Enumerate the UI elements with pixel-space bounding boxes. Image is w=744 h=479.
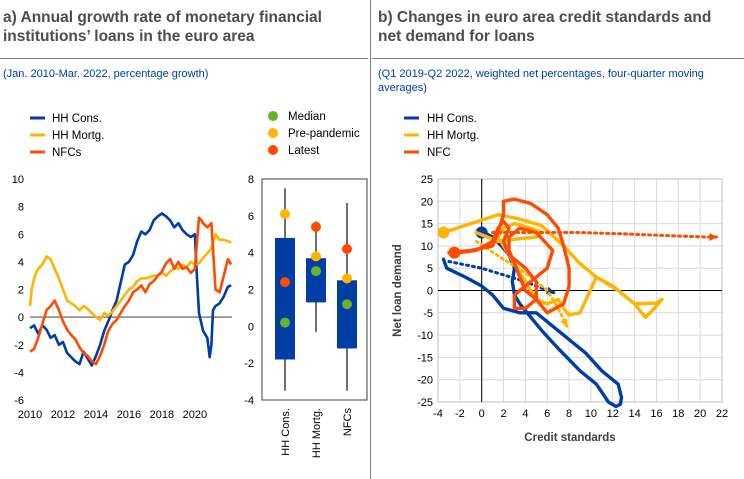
box-category-label: NFCs: [342, 408, 354, 437]
scatter-y-tick: 25: [421, 174, 433, 186]
scatter-x-tick: 20: [694, 408, 706, 420]
box-plot-y-tick: 0: [248, 321, 254, 333]
line-chart-x-tick: 2010: [18, 409, 42, 421]
box-legend-marker: [268, 128, 278, 138]
panel-b-divider: [372, 58, 744, 59]
scatter-x-tick: 4: [522, 408, 528, 420]
line-chart-y-tick: 10: [12, 174, 24, 186]
scatter-y-tick: 10: [421, 241, 433, 253]
line-chart-y-tick: 8: [18, 202, 24, 214]
panel-b-title-line2: net demand for loans: [378, 28, 535, 45]
scatter-y-tick: -15: [417, 352, 433, 364]
scatter-x-tick: 10: [585, 408, 597, 420]
line-chart-y-tick: -4: [14, 367, 24, 379]
scatter-x-tick: 14: [628, 408, 640, 420]
line-chart-x-tick: 2018: [150, 409, 174, 421]
box-plot-frame: [261, 178, 368, 401]
scatter-trend-arrow-hh-cons-: [447, 260, 556, 295]
panel-b-subtitle-line2: averages): [378, 82, 427, 94]
panel-a-subtitle: (Jan. 2010-Mar. 2022, percentage growth): [3, 68, 209, 80]
scatter-x-tick: -2: [455, 408, 465, 420]
line-series-nfcs: [29, 216, 233, 366]
panel-b-subtitle-line1: (Q1 2019-Q2 2022, weighted net percentag…: [378, 68, 704, 80]
scatter-x-tick: 6: [544, 408, 550, 420]
line-legend-label: HH Mortg.: [52, 130, 104, 142]
box-body: [275, 237, 295, 360]
panel-a-title-line2: institutions’ loans in the euro area: [3, 28, 255, 45]
box-plot-y-tick: -4: [244, 395, 254, 407]
box-plot-y-tick: -2: [244, 358, 254, 370]
line-chart-x-tick: 2016: [117, 409, 141, 421]
scatter-y-tick: -20: [417, 375, 433, 387]
scatter-x-tick: -4: [433, 408, 443, 420]
scatter-y-tick: -5: [423, 308, 433, 320]
scatter-y-tick: 5: [427, 263, 433, 275]
panel-a-divider: [0, 58, 368, 59]
scatter-path-hh-mortg-: [441, 213, 664, 319]
scatter-x-tick: 2: [500, 408, 506, 420]
line-chart-x-tick: 2012: [51, 409, 75, 421]
scatter-trend-arrow-nfc: [491, 231, 718, 241]
box-latest-marker: [280, 277, 290, 288]
panel-a-title-line1: a) Annual growth rate of monetary financ…: [3, 9, 322, 26]
scatter-start-marker-hh-mortg-: [437, 226, 450, 239]
scatter-y-tick: 15: [421, 219, 433, 231]
box-body: [306, 258, 326, 303]
box-median-marker: [311, 266, 321, 277]
box-body: [337, 280, 357, 349]
line-legend-label: NFCs: [52, 147, 82, 159]
box-legend-label: Median: [288, 111, 326, 123]
scatter-legend-label: NFC: [427, 147, 451, 159]
box-legend-marker: [268, 145, 278, 155]
line-series-hh-cons-: [29, 212, 232, 367]
box-category-label: HH Cons.: [280, 408, 292, 456]
box-plot-y-tick: 8: [248, 174, 254, 186]
scatter-start-marker-nfc: [448, 246, 461, 259]
scatter-path-nfc: [447, 197, 571, 315]
box-category-label: HH Mortg.: [311, 408, 323, 458]
scatter-y-tick: 0: [427, 286, 433, 298]
line-chart-y-tick: 6: [18, 229, 24, 241]
line-legend-label: HH Cons.: [52, 113, 102, 125]
scatter-x-tick: 0: [479, 408, 485, 420]
scatter-x-tick: 16: [650, 408, 662, 420]
box-latest-marker: [311, 221, 321, 232]
line-chart-x-tick: 2020: [183, 409, 207, 421]
panel-separator: [370, 0, 371, 479]
box-legend-label: Pre-pandemic: [288, 128, 360, 140]
line-chart-y-tick: 0: [18, 312, 24, 324]
line-chart-y-tick: 2: [18, 285, 24, 297]
box-pre-pandemic-marker: [342, 273, 352, 284]
scatter-x-tick: 8: [566, 408, 572, 420]
scatter-x-tick: 18: [672, 408, 684, 420]
scatter-path-hh-cons-: [441, 230, 624, 409]
line-series-hh-mortg-: [28, 233, 232, 322]
scatter-y-tick: 20: [421, 196, 433, 208]
box-plot-y-tick: 4: [248, 248, 254, 260]
box-plot-y-tick: 6: [248, 211, 254, 223]
scatter-y-axis-label: Net loan demand: [392, 244, 404, 337]
scatter-y-tick: -25: [417, 397, 433, 409]
scatter-x-axis-label: Credit standards: [524, 432, 615, 444]
scatter-x-tick: 12: [607, 408, 619, 420]
box-median-marker: [280, 317, 290, 328]
box-median-marker: [342, 299, 352, 310]
scatter-legend-label: HH Cons.: [427, 113, 477, 125]
box-latest-marker: [342, 243, 352, 254]
box-pre-pandemic-marker: [311, 251, 321, 262]
scatter-x-tick: 22: [716, 408, 728, 420]
panel-b-title-line1: b) Changes in euro area credit standards…: [378, 9, 712, 26]
line-chart-y-tick: 4: [18, 257, 24, 269]
box-plot-y-tick: 2: [248, 285, 254, 297]
scatter-legend-label: HH Mortg.: [427, 130, 479, 142]
box-legend-label: Latest: [288, 145, 320, 157]
box-legend-marker: [268, 111, 278, 121]
line-chart-y-tick: -2: [14, 340, 24, 352]
box-pre-pandemic-marker: [280, 208, 290, 219]
line-chart-y-tick: -6: [14, 395, 24, 407]
line-chart-x-tick: 2014: [84, 409, 108, 421]
scatter-y-tick: -10: [417, 330, 433, 342]
